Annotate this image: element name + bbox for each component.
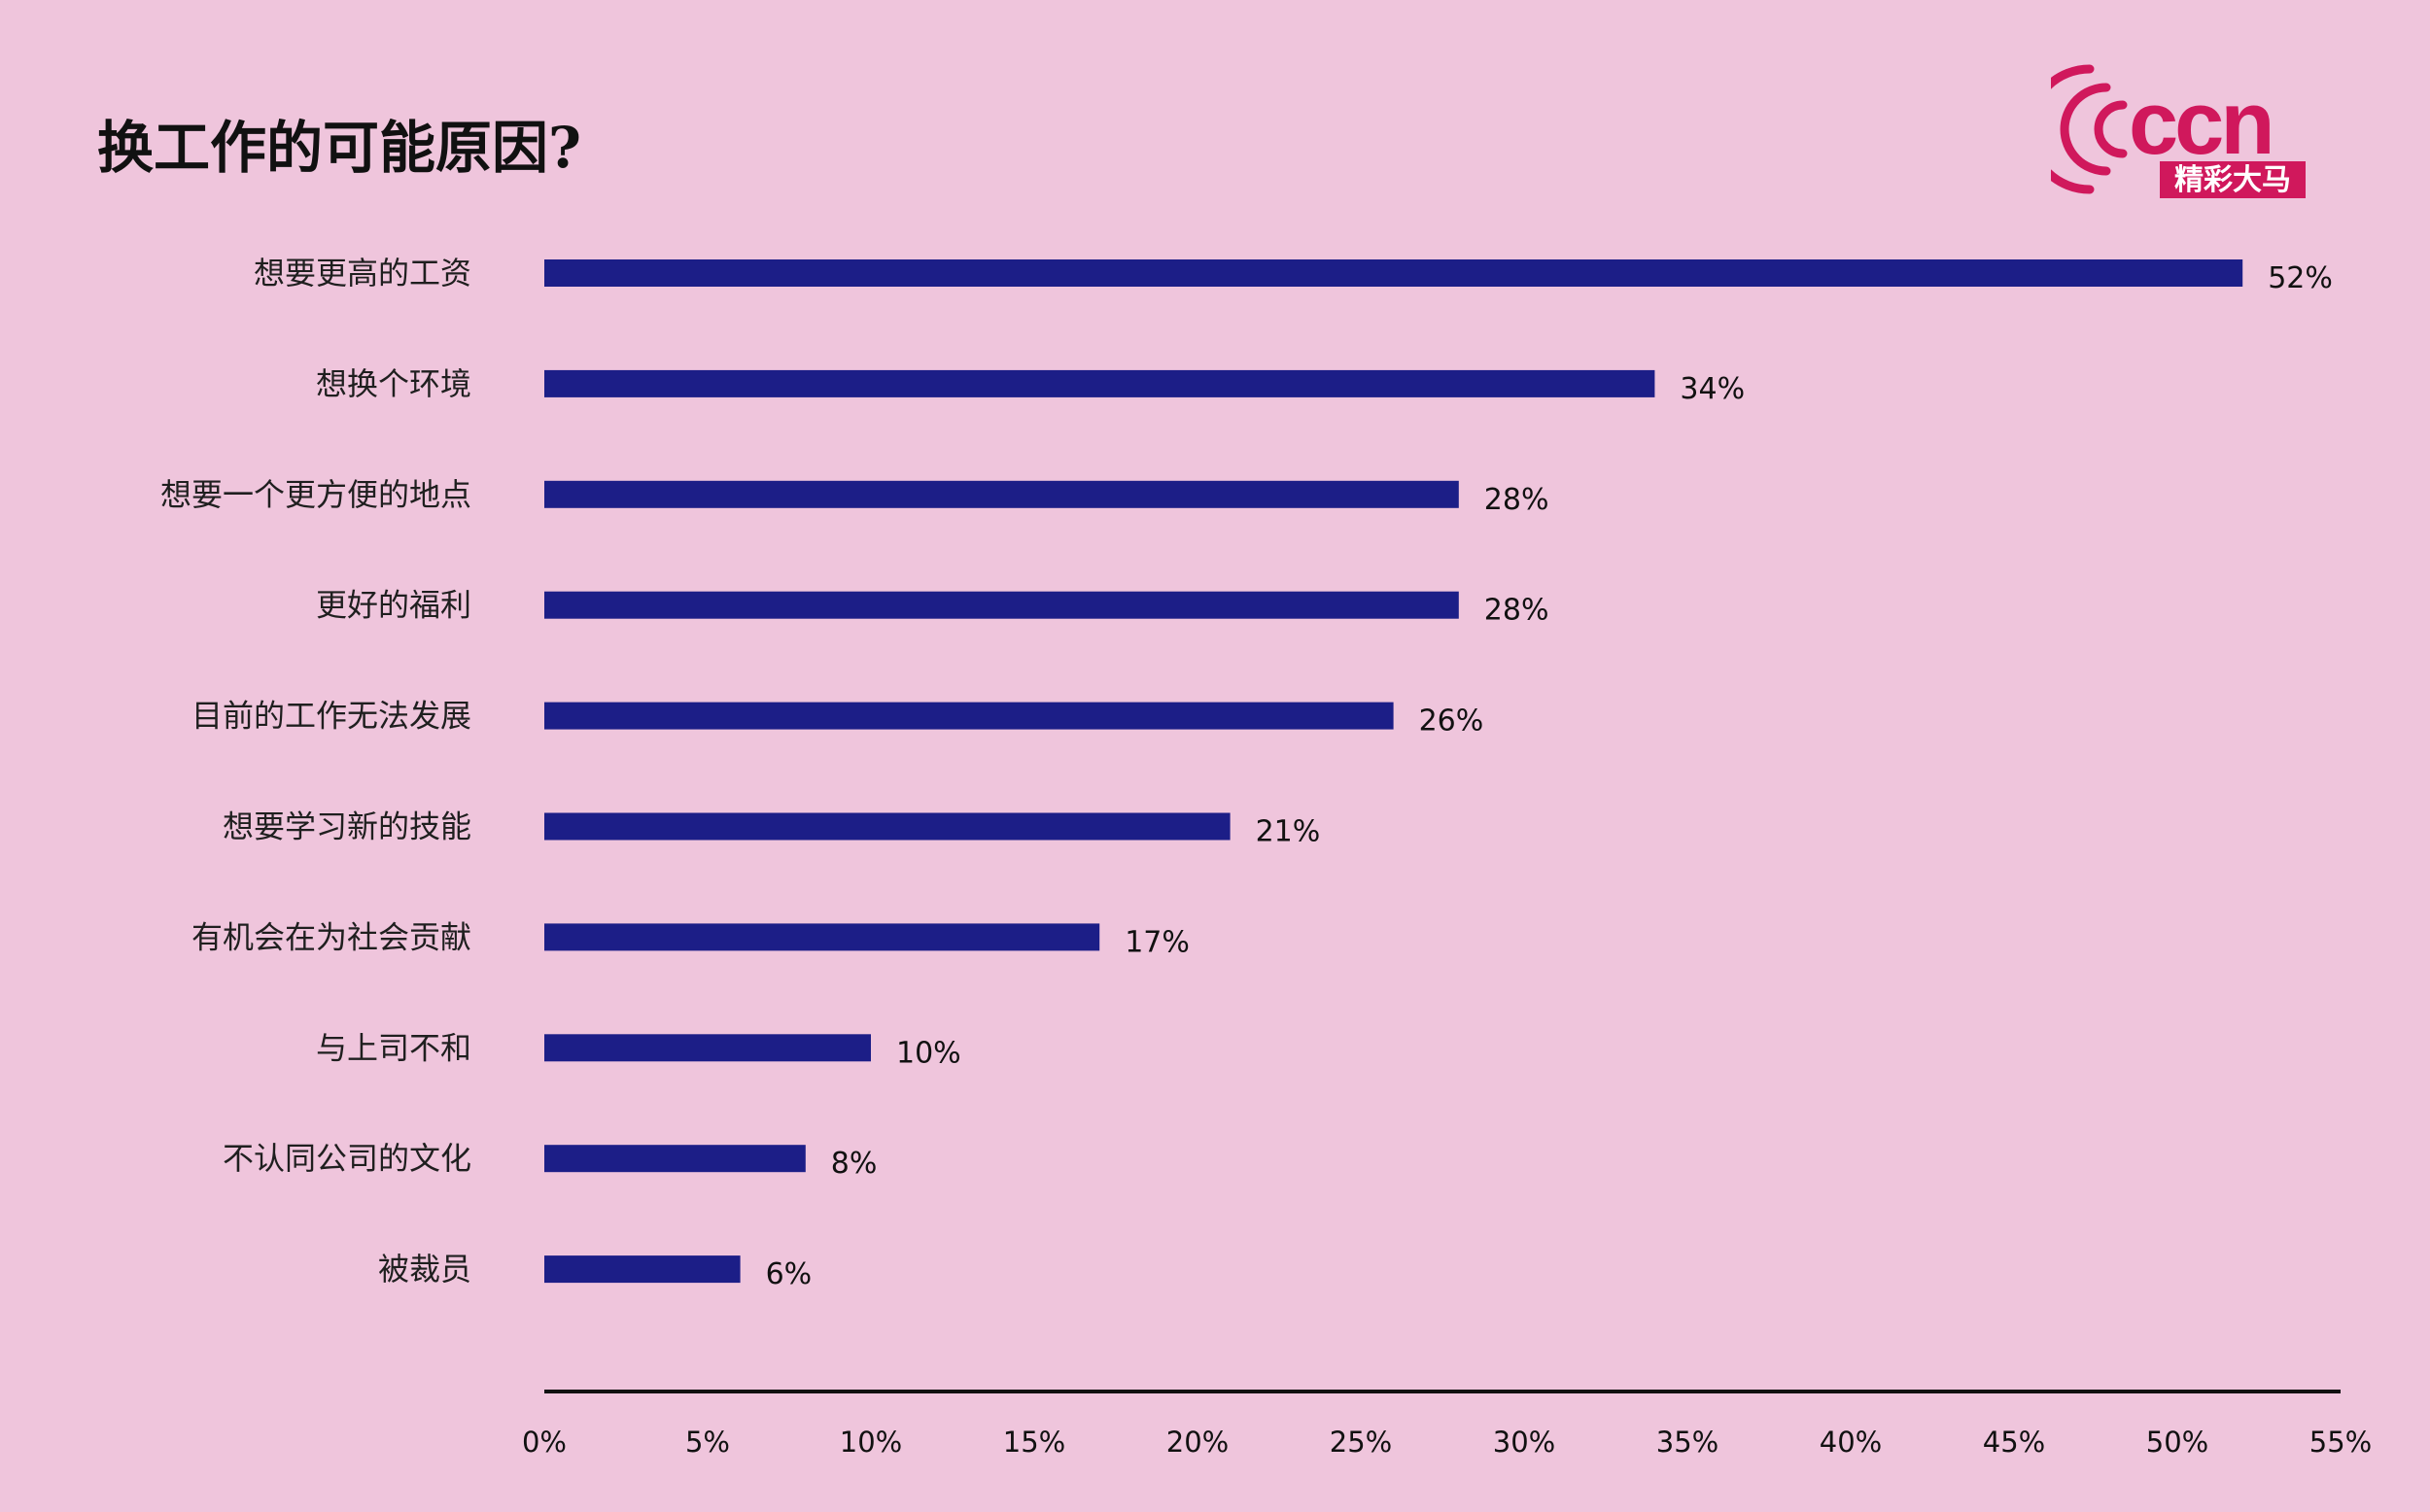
bar — [544, 480, 1459, 508]
bar — [544, 369, 1655, 397]
data-label: 28% — [1484, 594, 1549, 628]
x-tick-label: 15% — [1003, 1426, 1065, 1459]
category-label: 与上司不和 — [316, 1029, 471, 1066]
bar — [544, 1034, 871, 1062]
svg-text:精彩大马: 精彩大马 — [2174, 163, 2291, 197]
data-label: 52% — [2268, 261, 2333, 295]
category-label: 想要学习新的技能 — [223, 808, 471, 845]
data-label: 28% — [1484, 483, 1549, 517]
bar — [544, 1255, 741, 1284]
x-tick-label: 45% — [1983, 1426, 2045, 1459]
data-label: 6% — [766, 1257, 813, 1291]
x-tick-label: 30% — [1493, 1426, 1555, 1459]
data-label: 34% — [1680, 372, 1745, 406]
bar — [544, 923, 1100, 951]
category-label: 更好的福利 — [316, 587, 471, 624]
bar — [544, 259, 2243, 287]
bar — [544, 1145, 806, 1173]
bar — [544, 812, 1231, 841]
category-label: 不认同公司的文化 — [223, 1140, 471, 1177]
x-tick-label: 5% — [685, 1426, 730, 1459]
category-label: 目前的工作无法发展 — [191, 698, 471, 735]
data-label: 10% — [896, 1036, 961, 1070]
category-label: 有机会在为社会贡献 — [191, 918, 471, 955]
x-tick-label: 25% — [1330, 1426, 1392, 1459]
category-label: 被裁员 — [378, 1251, 471, 1288]
x-tick-label: 20% — [1166, 1426, 1229, 1459]
data-label: 21% — [1256, 815, 1321, 849]
chart-title: 换工作的可能原因? — [97, 115, 581, 181]
x-tick-label: 35% — [1656, 1426, 1718, 1459]
data-label: 8% — [831, 1147, 878, 1181]
x-tick-label: 40% — [1820, 1426, 1882, 1459]
x-tick-label: 55% — [2309, 1426, 2372, 1459]
bar — [544, 702, 1394, 730]
ccn-logo: ccn 精彩大马 — [2051, 64, 2306, 198]
x-tick-label: 0% — [522, 1426, 567, 1459]
data-label: 17% — [1125, 925, 1190, 959]
svg-text:ccn: ccn — [2129, 74, 2272, 173]
data-label: 26% — [1419, 704, 1484, 739]
category-label: 想要一个更方便的地点 — [160, 476, 471, 513]
category-label: 想换个环境 — [316, 365, 471, 402]
bar — [544, 591, 1459, 619]
category-label: 想要更高的工资 — [254, 255, 471, 292]
x-tick-label: 50% — [2146, 1426, 2208, 1459]
x-tick-label: 10% — [840, 1426, 902, 1459]
